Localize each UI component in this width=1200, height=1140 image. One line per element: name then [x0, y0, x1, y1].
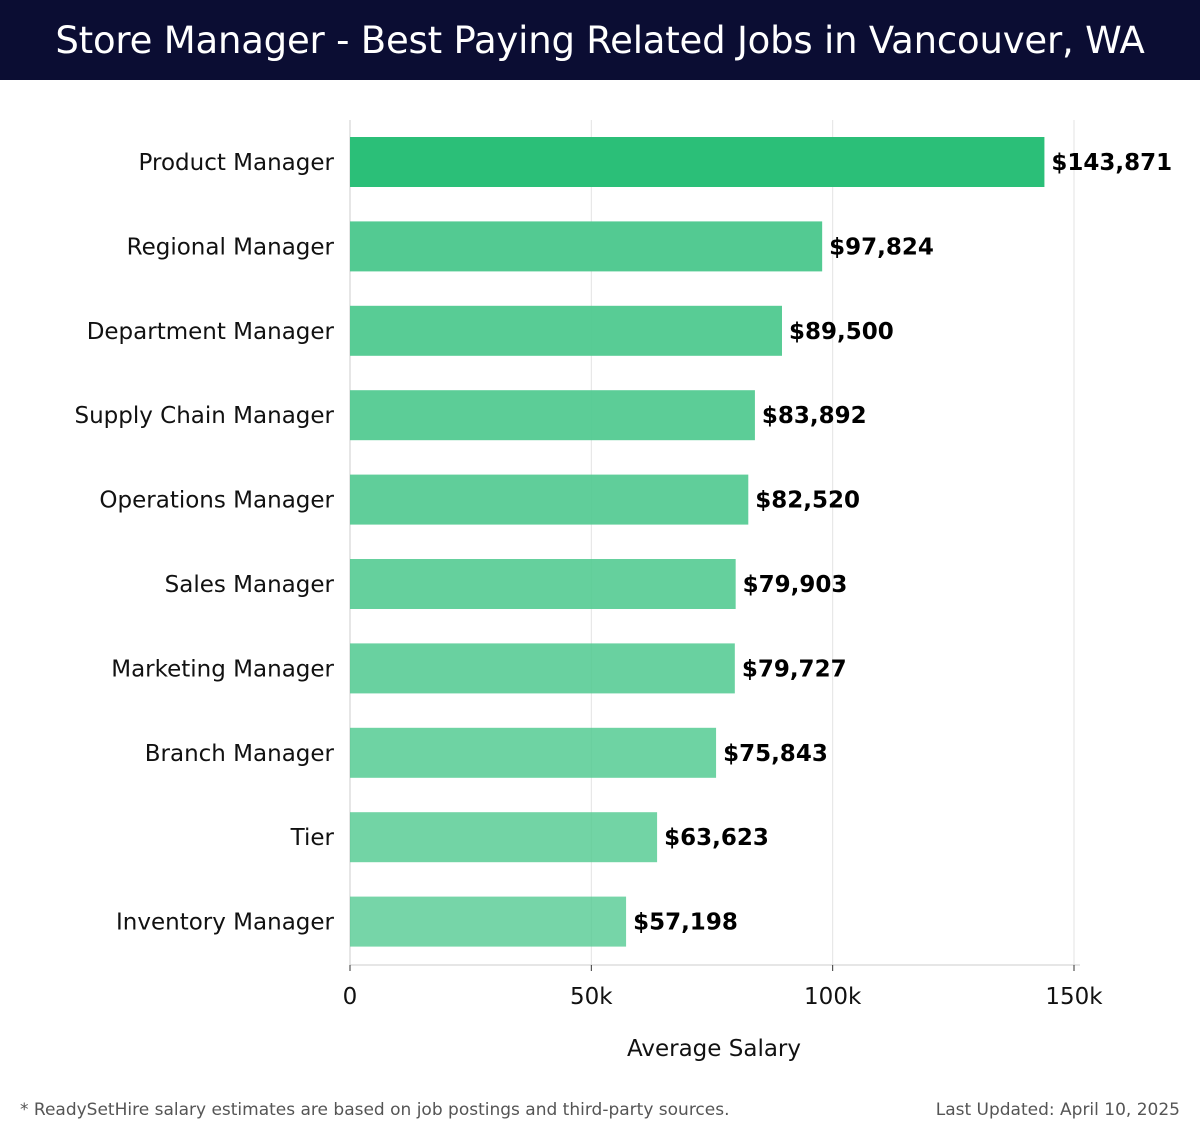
x-axis-title: Average Salary: [627, 1036, 801, 1062]
bar: [350, 390, 755, 441]
x-tick-label: 150k: [1045, 984, 1103, 1010]
bar: [350, 812, 658, 863]
category-label: Regional Manager: [127, 234, 335, 260]
bar: [350, 559, 736, 609]
last-updated: Last Updated: April 10, 2025: [935, 1100, 1180, 1120]
value-label: $89,500: [789, 319, 894, 345]
category-label: Department Manager: [87, 319, 335, 345]
x-tick-label: 100k: [804, 984, 862, 1010]
bar: [350, 137, 1045, 187]
value-label: $82,520: [755, 488, 860, 514]
bar: [350, 643, 735, 694]
category-label: Sales Manager: [165, 572, 335, 598]
category-label: Tier: [290, 825, 335, 851]
category-label: Supply Chain Manager: [74, 403, 334, 429]
category-label: Operations Manager: [99, 488, 334, 514]
bar: [350, 221, 823, 272]
value-label: $57,198: [633, 910, 738, 936]
bar: [350, 474, 749, 525]
chart-header: Store Manager - Best Paying Related Jobs…: [0, 0, 1200, 80]
category-label: Inventory Manager: [116, 910, 335, 936]
bar: [350, 305, 782, 356]
value-label: $143,871: [1051, 150, 1172, 176]
value-label: $63,623: [664, 825, 769, 851]
bar: [350, 727, 717, 778]
footer-note: * ReadySetHire salary estimates are base…: [20, 1100, 730, 1120]
category-label: Product Manager: [139, 150, 335, 176]
category-label: Branch Manager: [145, 741, 335, 767]
chart-title: Store Manager - Best Paying Related Jobs…: [55, 18, 1145, 62]
value-label: $97,824: [829, 234, 934, 260]
bar-chart: Product Manager $143,871 Regional Manager $…: [74, 120, 1172, 1062]
category-label: Marketing Manager: [111, 656, 334, 682]
value-label: $79,727: [742, 656, 847, 682]
value-label: $79,903: [743, 572, 848, 598]
x-tick-label: 0: [343, 984, 358, 1010]
value-label: $75,843: [723, 741, 828, 767]
x-tick-label: 50k: [570, 984, 613, 1010]
value-label: $83,892: [762, 403, 867, 429]
bar: [350, 896, 627, 947]
